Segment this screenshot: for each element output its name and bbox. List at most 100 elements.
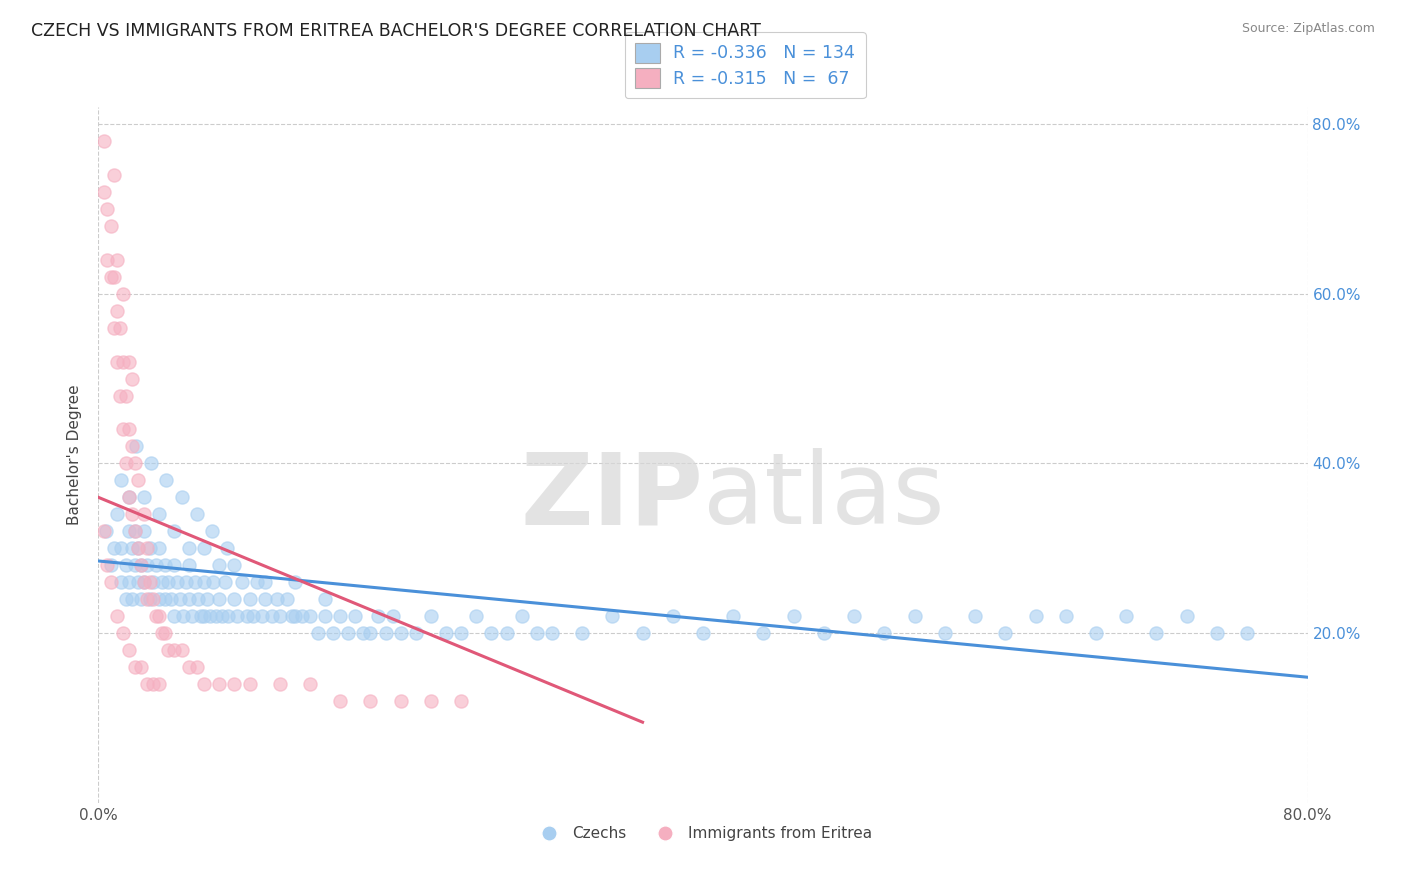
Point — [284, 575, 307, 590]
Point — [205, 609, 228, 624]
Point — [114, 558, 136, 573]
Point — [200, 609, 222, 624]
Point — [127, 541, 149, 556]
Point — [269, 609, 291, 624]
Point — [208, 558, 231, 573]
Point — [121, 541, 143, 556]
Point — [118, 524, 141, 539]
Point — [299, 677, 322, 691]
Point — [389, 694, 412, 708]
Point — [904, 609, 927, 624]
Point — [127, 474, 149, 488]
Point — [307, 626, 329, 640]
Point — [281, 609, 304, 624]
Point — [1054, 609, 1077, 624]
Point — [382, 609, 405, 624]
Point — [163, 643, 186, 657]
Point — [150, 575, 173, 590]
Point — [202, 575, 225, 590]
Point — [163, 524, 186, 539]
Point — [125, 439, 148, 453]
Text: Source: ZipAtlas.com: Source: ZipAtlas.com — [1241, 22, 1375, 36]
Point — [934, 626, 956, 640]
Point — [374, 626, 396, 640]
Point — [420, 609, 443, 624]
Point — [450, 626, 472, 640]
Point — [135, 541, 157, 556]
Point — [329, 694, 352, 708]
Point — [602, 609, 624, 624]
Point — [184, 575, 207, 590]
Point — [262, 609, 284, 624]
Point — [142, 592, 165, 607]
Point — [148, 541, 170, 556]
Point — [142, 677, 165, 691]
Point — [250, 609, 273, 624]
Point — [156, 643, 179, 657]
Point — [132, 575, 155, 590]
Point — [266, 592, 288, 607]
Point — [132, 575, 155, 590]
Point — [124, 660, 146, 674]
Point — [141, 457, 163, 471]
Point — [129, 558, 152, 573]
Point — [129, 592, 152, 607]
Point — [352, 626, 374, 640]
Point — [994, 626, 1017, 640]
Point — [201, 524, 224, 539]
Point — [127, 541, 149, 556]
Point — [661, 609, 683, 624]
Point — [526, 626, 548, 640]
Point — [100, 219, 122, 233]
Point — [329, 609, 352, 624]
Text: atlas: atlas — [703, 448, 945, 545]
Point — [118, 422, 141, 436]
Point — [193, 541, 215, 556]
Point — [100, 269, 122, 284]
Point — [965, 609, 987, 624]
Point — [405, 626, 427, 640]
Point — [163, 558, 186, 573]
Point — [155, 474, 177, 488]
Point — [100, 558, 122, 573]
Point — [322, 626, 344, 640]
Point — [110, 541, 132, 556]
Point — [314, 592, 336, 607]
Point — [111, 626, 134, 640]
Point — [1144, 626, 1167, 640]
Point — [153, 626, 176, 640]
Point — [121, 592, 143, 607]
Point — [110, 575, 132, 590]
Point — [118, 491, 141, 505]
Point — [495, 626, 517, 640]
Point — [193, 677, 215, 691]
Point — [336, 626, 359, 640]
Point — [105, 303, 128, 318]
Point — [844, 609, 866, 624]
Point — [135, 558, 157, 573]
Point — [145, 558, 167, 573]
Point — [481, 626, 503, 640]
Y-axis label: Bachelor's Degree: Bachelor's Degree — [67, 384, 83, 525]
Point — [253, 575, 276, 590]
Point — [195, 592, 218, 607]
Point — [121, 508, 143, 522]
Point — [276, 592, 298, 607]
Point — [172, 609, 194, 624]
Point — [129, 660, 152, 674]
Point — [105, 508, 128, 522]
Point — [208, 592, 231, 607]
Point — [156, 575, 179, 590]
Point — [269, 677, 291, 691]
Point — [239, 677, 262, 691]
Point — [94, 524, 117, 539]
Point — [132, 491, 155, 505]
Point — [193, 575, 215, 590]
Point — [103, 269, 125, 284]
Point — [170, 491, 193, 505]
Point — [1024, 609, 1046, 624]
Point — [215, 541, 238, 556]
Point — [186, 508, 208, 522]
Point — [142, 575, 165, 590]
Point — [813, 626, 835, 640]
